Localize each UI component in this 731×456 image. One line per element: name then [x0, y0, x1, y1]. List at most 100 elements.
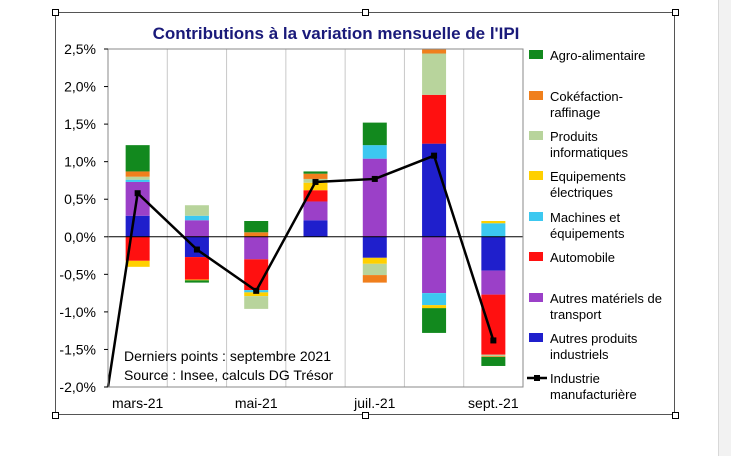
annotation-source: Source : Insee, calculs DG Trésor [124, 367, 334, 383]
bar-segment [481, 236, 506, 271]
bar-segment [362, 236, 387, 258]
x-tick-label: juil.-21 [353, 395, 395, 411]
stacked-bars [125, 49, 506, 366]
legend-swatch [529, 333, 543, 342]
y-tick-label: -0,5% [59, 266, 96, 282]
resize-handle-bottom-right[interactable] [672, 412, 679, 419]
bar-segment [125, 145, 150, 172]
legend-swatch [529, 252, 543, 261]
bar-segment [362, 263, 387, 276]
legend-item: Autres matériels de transport [529, 291, 662, 322]
legend-swatch [529, 212, 543, 221]
bar-segment [125, 260, 150, 267]
bar-segment [303, 171, 328, 174]
legend-label: Industrie manufacturière [550, 371, 637, 402]
bar-segment [481, 270, 506, 295]
legend-item: Equipements électriques [529, 169, 626, 200]
bar-segment [422, 53, 447, 95]
bar-segment [422, 293, 447, 306]
bar-segment [244, 236, 269, 260]
resize-handle-top-left[interactable] [52, 9, 59, 16]
bar-segment [481, 223, 506, 237]
legend-item: Industrie manufacturière [527, 371, 637, 402]
legend-swatch [529, 50, 543, 59]
y-tick-label: -1,0% [59, 304, 96, 320]
legend-label: Agro-alimentaire [550, 48, 645, 63]
x-tick-labels: mars-21 mai-21 juil.-21 sept.-21 [112, 395, 519, 411]
y-tick-label: -1,5% [59, 341, 96, 357]
y-tick-label: 0,5% [64, 191, 96, 207]
bar-segment [184, 257, 209, 280]
resize-handle-bottom-mid[interactable] [362, 412, 369, 419]
bar-segment [244, 292, 269, 297]
line-series [106, 154, 495, 388]
bar-segment [362, 145, 387, 159]
resize-handle-top-mid[interactable] [362, 9, 369, 16]
legend-label: Autres produits industriels [550, 331, 638, 362]
y-tick-label: 1,5% [64, 116, 96, 132]
resize-handle-top-right[interactable] [672, 9, 679, 16]
line-marker [193, 246, 200, 253]
y-tick-label: -2,0% [59, 379, 96, 395]
bar-segment [125, 179, 150, 182]
bar-segment [184, 280, 209, 283]
bar-segment [125, 176, 150, 180]
legend-label: Machines et équipements [550, 210, 625, 241]
bar-segment [481, 221, 506, 224]
legend-label: Equipements électriques [550, 169, 626, 200]
bar-segment [422, 94, 447, 144]
bar-segment [244, 232, 269, 237]
y-tick-labels: 2,5% 2,0% 1,5% 1,0% 0,5% 0,0% -0,5% -1,0% -1,5% -… [59, 41, 96, 395]
legend-item: Automobile [529, 250, 615, 265]
bar-segment [362, 275, 387, 283]
x-tick-label: sept.-21 [468, 395, 519, 411]
bar-segment [303, 201, 328, 221]
bar-segment [481, 356, 506, 357]
bar-segment [422, 49, 447, 54]
y-tick-label: 0,0% [64, 229, 96, 245]
legend-swatch [529, 293, 543, 302]
bar-segment [303, 220, 328, 237]
resize-handle-bottom-left[interactable] [52, 412, 59, 419]
line-marker [253, 287, 260, 294]
annotation-last-point: Derniers points : septembre 2021 [124, 348, 331, 364]
legend-label: Automobile [550, 250, 615, 265]
bar-segment [184, 215, 209, 221]
axes [104, 48, 524, 388]
legend-item: Agro-alimentaire [529, 48, 645, 63]
legend-item: Produits informatiques [529, 129, 629, 160]
x-tick-label: mai-21 [235, 395, 278, 411]
legend-item: Cokéfaction-raffinage [529, 89, 623, 120]
line-marker [134, 190, 141, 197]
bar-segment [184, 220, 209, 237]
legend-swatch [529, 171, 543, 180]
bar-segment [125, 215, 150, 237]
vertical-grid [166, 49, 465, 387]
bar-segment [303, 173, 328, 179]
line-marker [490, 337, 497, 344]
legend-swatch-marker [534, 375, 540, 381]
chart-title: Contributions à la variation mensuelle d… [153, 24, 520, 43]
bar-segment [422, 308, 447, 333]
legend-swatch [529, 131, 543, 140]
line-marker [431, 152, 438, 159]
line-marker [312, 178, 319, 185]
bar-segment [303, 182, 328, 191]
bar-segment [362, 257, 387, 264]
bar-segment [481, 294, 506, 355]
x-tick-label: mars-21 [112, 395, 164, 411]
line-marker [371, 175, 378, 182]
legend-item: Machines et équipements [529, 210, 625, 241]
bar-segment [125, 236, 150, 261]
y-tick-label: 2,5% [64, 41, 96, 57]
bar-segment [481, 356, 506, 366]
plot-border [107, 48, 524, 388]
legend-item: Autres produits industriels [529, 331, 638, 362]
y-tick-label: 1,0% [64, 154, 96, 170]
legend: Agro-alimentaire Cokéfaction-raffinage Pro… [527, 48, 662, 402]
bar-segment [303, 190, 328, 202]
page-edge-scrollbar[interactable] [718, 0, 731, 456]
bar-segment [244, 296, 269, 309]
y-tick-label: 2,0% [64, 79, 96, 95]
